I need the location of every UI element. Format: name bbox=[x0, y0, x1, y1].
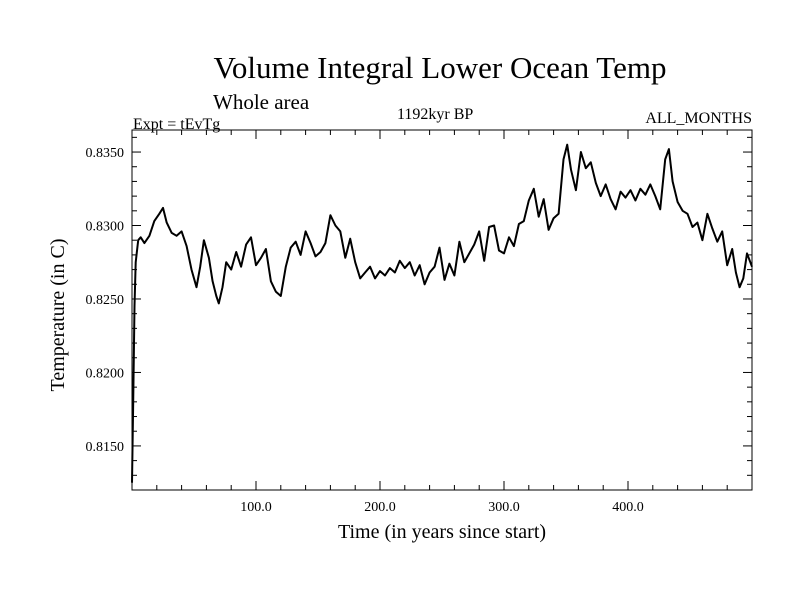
y-tick-label: 0.8350 bbox=[86, 146, 125, 161]
experiment-label: Expt = tEvTg bbox=[133, 116, 221, 133]
x-tick-label: 200.0 bbox=[364, 500, 396, 515]
axis-ticks bbox=[132, 130, 752, 491]
plot-frame bbox=[131, 129, 753, 491]
y-tick-label: 0.8250 bbox=[86, 293, 125, 308]
y-axis-title: Temperature (in C) bbox=[47, 239, 69, 392]
y-tick-label: 0.8200 bbox=[86, 366, 125, 381]
period-label: 1192kyr BP bbox=[397, 106, 474, 123]
y-tick-label: 0.8150 bbox=[86, 440, 125, 455]
axis-tick-labels: 100.0 200.0 300.0 400.0 0.8150 0.8200 0.8250 0.… bbox=[86, 146, 644, 515]
y-tick-label: 0.8300 bbox=[86, 220, 125, 235]
chart-title: Volume Integral Lower Ocean Temp bbox=[213, 50, 667, 85]
x-axis-title: Time (in years since start) bbox=[338, 521, 546, 543]
x-tick-label: 100.0 bbox=[240, 500, 272, 515]
series-line-temperature bbox=[131, 143, 753, 483]
x-tick-label: 400.0 bbox=[612, 500, 644, 515]
chart-subtitle: Whole area bbox=[213, 90, 310, 114]
x-tick-label: 300.0 bbox=[488, 500, 520, 515]
months-label: ALL_MONTHS bbox=[645, 110, 752, 127]
